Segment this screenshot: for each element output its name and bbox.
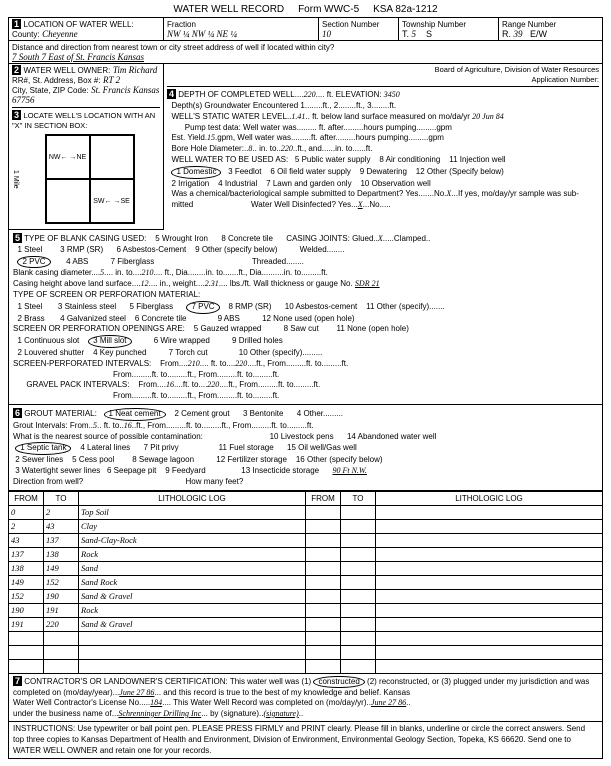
- section-7: 7 CONTRACTOR'S OR LANDOWNER'S CERTIFICAT…: [8, 674, 603, 723]
- form-title: WATER WELL RECORD Form WWC-5 KSA 82a-121…: [8, 4, 603, 15]
- pvc-circled: 2 PVC: [17, 256, 50, 269]
- table-row: 190191Rock: [9, 603, 603, 617]
- section-3-label: LOCATE WELL'S LOCATION WITH AN "X" IN SE…: [12, 111, 155, 130]
- table-row: 152190Sand & Gravel: [9, 589, 603, 603]
- table-row: 137138Rock: [9, 547, 603, 561]
- section-value: 10: [322, 29, 331, 39]
- lithologic-log-table: FROM TO LITHOLOGIC LOG FROM TO LITHOLOGI…: [8, 491, 603, 674]
- table-row: 191220Sand & Gravel: [9, 617, 603, 631]
- section-1-num: 1: [12, 19, 21, 29]
- table-row: 138149Sand: [9, 561, 603, 575]
- section-5: 5 TYPE OF BLANK CASING USED: 5 Wrought I…: [8, 230, 603, 405]
- owner-value: Tim Richard: [113, 65, 157, 75]
- table-row: [9, 631, 603, 645]
- table-row: 243Clay: [9, 519, 603, 533]
- table-row: [9, 645, 603, 659]
- distance-value: 7 South 7 East of St. Francis Kansas: [12, 52, 144, 62]
- county-value: Cheyenne: [42, 29, 77, 39]
- location-grid: NW← →NE SW← →SE: [45, 134, 135, 224]
- table-row: 02Top Soil: [9, 505, 603, 519]
- fraction-value: NW ¼ NW ¼ NE ¼: [167, 29, 237, 39]
- section-1-row2: Distance and direction from nearest town…: [8, 40, 603, 63]
- section-6: 6 GROUT MATERIAL: 1 Neat cement 2 Cement…: [8, 405, 603, 491]
- section-1-row1: 1 LOCATION OF WATER WELL: County: Cheyen…: [8, 17, 603, 40]
- use-domestic-circled: 1 Domestic: [171, 166, 221, 179]
- section-2-3-4: 2 WATER WELL OWNER: Tim Richard RR#, St.…: [8, 63, 603, 230]
- table-row: 149152Sand Rock: [9, 575, 603, 589]
- table-row: 43137Sand-Clay-Rock: [9, 533, 603, 547]
- table-row: [9, 659, 603, 673]
- instructions: INSTRUCTIONS: Use typewriter or ball poi…: [8, 722, 603, 759]
